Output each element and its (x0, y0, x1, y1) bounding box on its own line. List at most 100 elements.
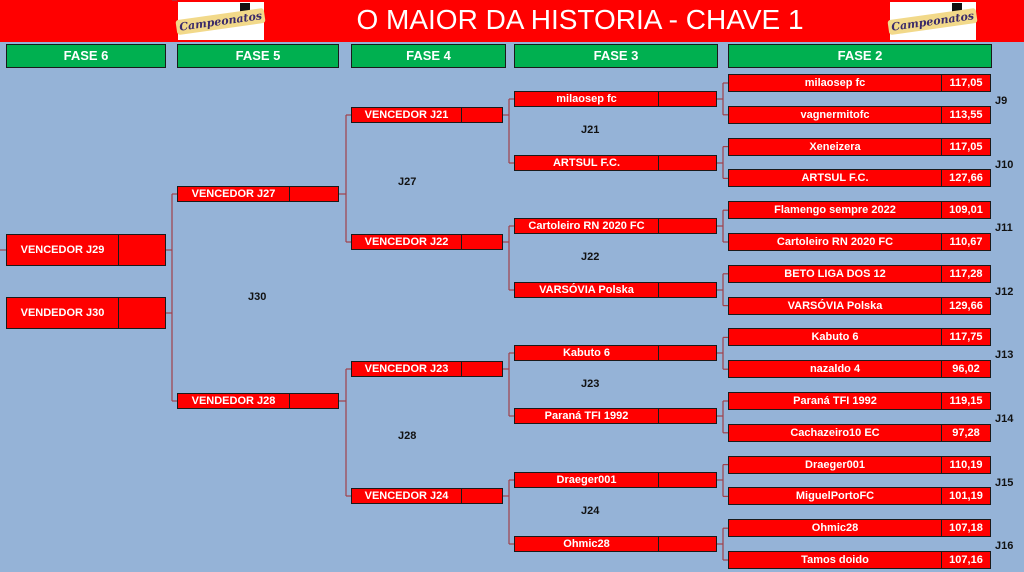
team-score: 101,19 (949, 490, 983, 503)
fase2-team-box[interactable]: Paraná TFI 1992 119,15 (728, 392, 991, 410)
team-name: VENDEDOR J28 (178, 394, 290, 408)
team-name: MiguelPortoFC (729, 488, 942, 505)
phase-header-4: FASE 4 (351, 44, 506, 68)
fase2-team-box[interactable]: milaosep fc 117,05 (728, 74, 991, 92)
fase3-team-box[interactable]: Ohmic28 (514, 536, 717, 552)
game-label: J9 (995, 95, 1008, 107)
top-hat-icon (952, 3, 962, 13)
team-name: Draeger001 (515, 473, 659, 487)
team-score (462, 362, 502, 376)
team-score (659, 473, 716, 487)
fase4-team-box[interactable]: VENCEDOR J23 (351, 361, 503, 377)
team-score (659, 537, 716, 551)
fase2-team-box[interactable]: Ohmic28 107,18 (728, 519, 991, 538)
team-score: 110,67 (949, 236, 983, 248)
team-name: VENCEDOR J22 (352, 235, 462, 249)
team-name: VENCEDOR J21 (352, 108, 462, 122)
team-score: 117,05 (949, 77, 983, 89)
fase5-team-box[interactable]: VENDEDOR J28 (177, 393, 339, 409)
team-score (462, 108, 502, 122)
team-name: Ohmic28 (729, 520, 942, 537)
team-name: VENCEDOR J29 (7, 235, 119, 265)
game-label: J22 (581, 251, 600, 263)
game-label: J10 (995, 158, 1014, 171)
phase-header-2: FASE 2 (728, 44, 992, 68)
team-name: Paraná TFI 1992 (515, 409, 659, 423)
top-hat-icon (240, 3, 250, 13)
fase2-team-box[interactable]: Draeger001 110,19 (728, 455, 991, 474)
game-label: J30 (248, 291, 267, 303)
team-name: Cachazeiro10 EC (729, 424, 942, 441)
game-label: J15 (995, 476, 1014, 489)
team-name: Ohmic28 (515, 537, 659, 551)
fase2-team-box[interactable]: VARSÓVIA Polska 129,66 (728, 296, 991, 315)
team-score (462, 235, 502, 249)
game-label: J12 (995, 285, 1014, 298)
fase3-team-box[interactable]: ARTSUL F.C. (514, 155, 717, 171)
phase-header-6: FASE 6 (6, 44, 166, 68)
team-score: 127,66 (949, 172, 983, 185)
logo-right: Campeonatos (887, 2, 979, 40)
fase2-team-box[interactable]: Tamos doido 107,16 (728, 551, 991, 569)
team-score: 117,75 (949, 331, 983, 344)
fase3-team-box[interactable]: Kabuto 6 (514, 345, 717, 361)
fase2-team-box[interactable]: vagnermitofc 113,55 (728, 105, 991, 124)
fase3-team-box[interactable]: VARSÓVIA Polska (514, 282, 717, 298)
team-name: VARSÓVIA Polska (515, 283, 659, 297)
team-score: 107,18 (949, 522, 983, 535)
fase2-team-box[interactable]: ARTSUL F.C. 127,66 (728, 169, 991, 188)
team-score: 97,28 (952, 426, 980, 439)
team-name: Tamos doido (729, 552, 942, 568)
team-name: BETO LIGA DOS 12 (729, 265, 942, 282)
team-score (119, 298, 165, 328)
fase3-team-box[interactable]: Draeger001 (514, 472, 717, 488)
game-label: J24 (581, 505, 600, 517)
fase2-team-box[interactable]: Flamengo sempre 2022 109,01 (728, 201, 991, 220)
team-name: Cartoleiro RN 2020 FC (729, 234, 942, 250)
team-name: milaosep fc (729, 75, 942, 91)
fase2-team-box[interactable]: nazaldo 4 96,02 (728, 360, 991, 379)
fase2-team-box[interactable]: Cartoleiro RN 2020 FC 110,67 (728, 233, 991, 251)
team-score: 129,66 (949, 299, 983, 312)
fase3-team-box[interactable]: milaosep fc (514, 91, 717, 107)
fase2-team-box[interactable]: MiguelPortoFC 101,19 (728, 487, 991, 506)
team-name: nazaldo 4 (729, 361, 942, 378)
team-score: 109,01 (949, 204, 983, 217)
team-score: 119,15 (949, 395, 983, 407)
team-name: Draeger001 (729, 456, 942, 473)
team-name: milaosep fc (515, 92, 659, 106)
fase6-team-box[interactable]: VENDEDOR J30 (6, 297, 166, 329)
team-score: 117,05 (949, 140, 983, 153)
team-name: VENCEDOR J27 (178, 187, 290, 201)
fase3-team-box[interactable]: Paraná TFI 1992 (514, 408, 717, 424)
team-score (290, 394, 338, 408)
team-name: VENDEDOR J30 (7, 298, 119, 328)
team-score: 117,28 (949, 267, 983, 280)
game-label: J27 (398, 176, 417, 188)
fase2-team-box[interactable]: BETO LIGA DOS 12 117,28 (728, 264, 991, 283)
team-name: Flamengo sempre 2022 (729, 202, 942, 219)
logo-left: Campeonatos (175, 2, 267, 40)
fase4-team-box[interactable]: VENCEDOR J22 (351, 234, 503, 250)
game-label: J28 (398, 430, 417, 442)
team-score (119, 235, 165, 265)
team-name: ARTSUL F.C. (515, 156, 659, 170)
team-name: vagnermitofc (729, 106, 942, 123)
phase-header-5: FASE 5 (177, 44, 339, 68)
fase2-team-box[interactable]: Xeneizera 117,05 (728, 137, 991, 156)
fase2-team-box[interactable]: Kabuto 6 117,75 (728, 328, 991, 347)
title-bar: Campeonatos O MAIOR DA HISTORIA - CHAVE … (0, 0, 1024, 42)
fase6-team-box[interactable]: VENCEDOR J29 (6, 234, 166, 266)
team-score (659, 219, 716, 233)
team-name: Kabuto 6 (729, 329, 942, 346)
fase3-team-box[interactable]: Cartoleiro RN 2020 FC (514, 218, 717, 234)
team-name: VENCEDOR J23 (352, 362, 462, 376)
team-score (659, 283, 716, 297)
fase4-team-box[interactable]: VENCEDOR J21 (351, 107, 503, 123)
fase2-team-box[interactable]: Cachazeiro10 EC 97,28 (728, 423, 991, 442)
fase5-team-box[interactable]: VENCEDOR J27 (177, 186, 339, 202)
fase4-team-box[interactable]: VENCEDOR J24 (351, 488, 503, 504)
team-score (659, 92, 716, 106)
team-name: Paraná TFI 1992 (729, 393, 942, 409)
